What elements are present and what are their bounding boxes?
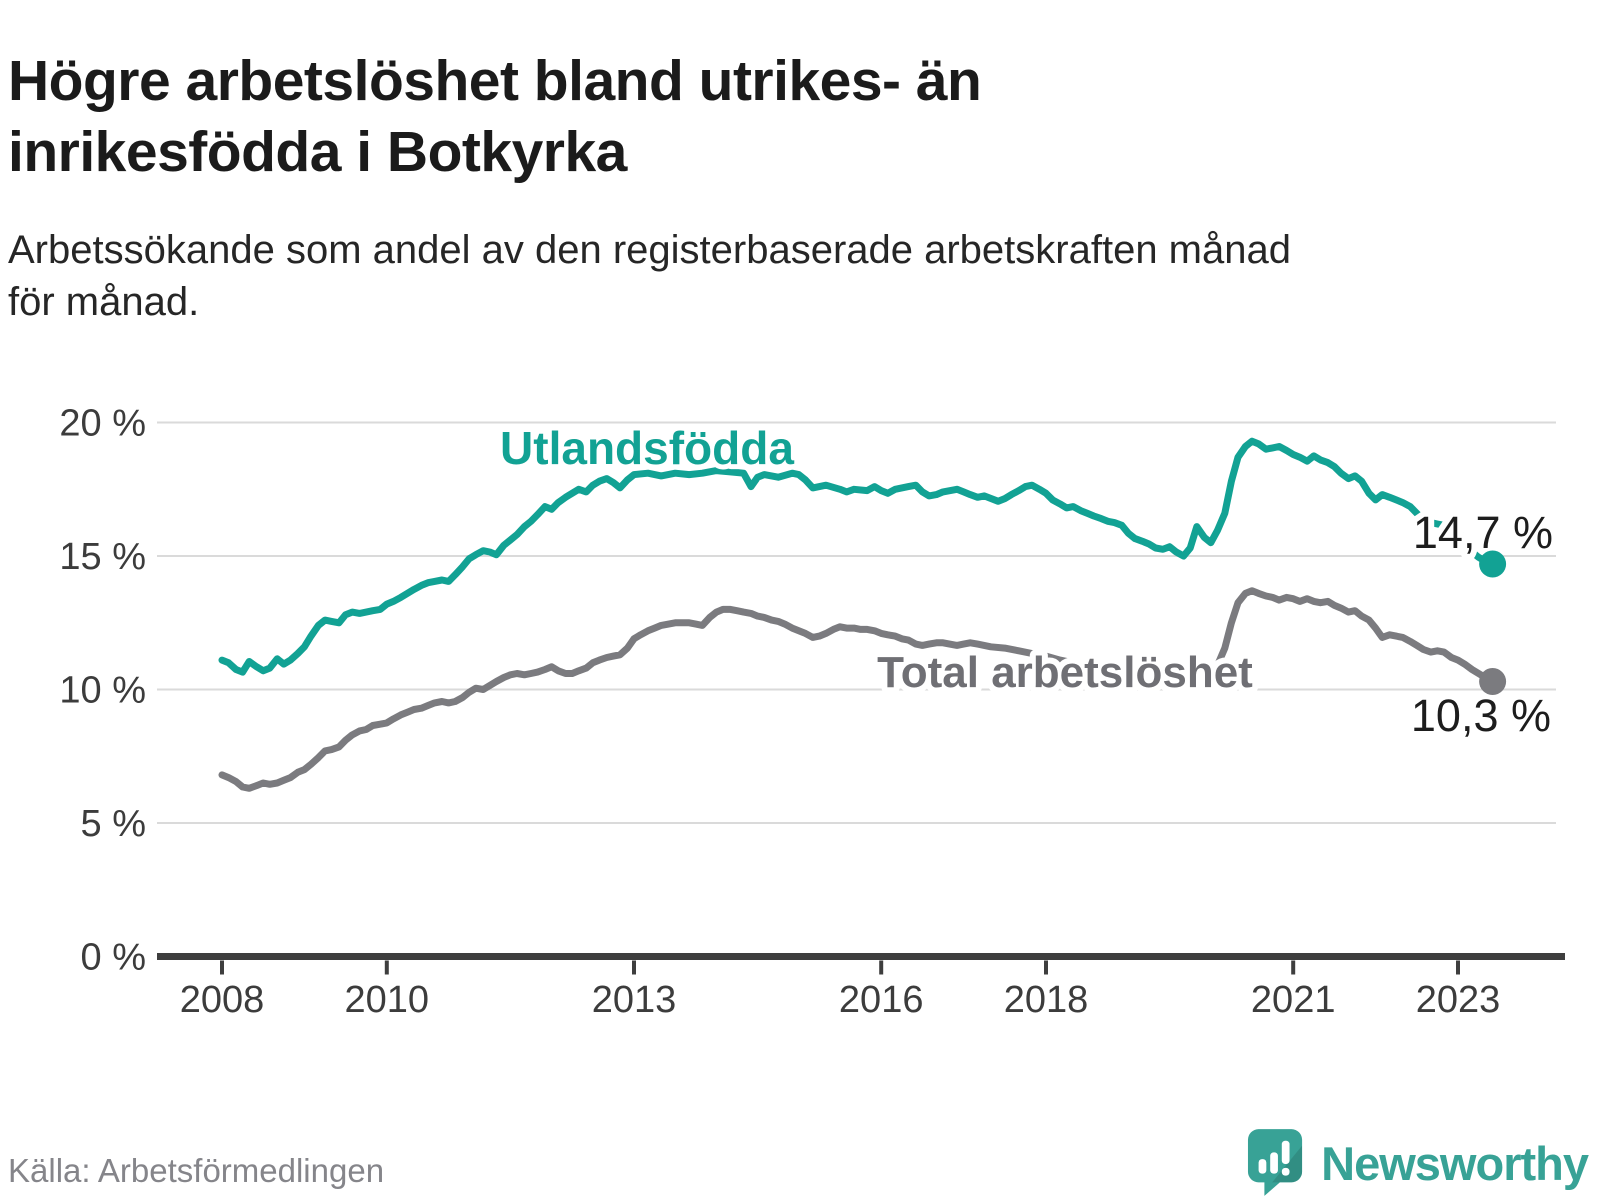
y-tick-label-5: 5 % — [81, 803, 146, 845]
newsworthy-brand: Newsworthy — [1247, 1128, 1589, 1198]
x-tick-label-2013: 2013 — [592, 979, 677, 1021]
end-value-label-utlandsfodda: 14,7 % — [1413, 507, 1553, 558]
series-line-total — [218, 587, 1497, 792]
x-tick-label-2023: 2023 — [1416, 979, 1501, 1021]
page-title: Högre arbetslöshet bland utrikes- än inri… — [8, 46, 1408, 189]
series-line-utlandsfodda — [218, 437, 1497, 676]
y-tick-label-15: 15 % — [59, 536, 146, 578]
y-tick-label-20: 20 % — [59, 403, 146, 445]
y-tick-label-10: 10 % — [59, 670, 146, 712]
end-dot-utlandsfodda — [1479, 550, 1507, 578]
x-tick-label-2010: 2010 — [345, 979, 430, 1021]
subtitle-line-1: Arbetssökande som andel av den registerb… — [8, 228, 1291, 272]
x-tick-label-2008: 2008 — [180, 979, 265, 1021]
title-line-1: Högre arbetslöshet bland utrikes- än — [8, 49, 982, 114]
end-dot-total — [1479, 667, 1507, 695]
x-tick-label-2021: 2021 — [1251, 979, 1336, 1021]
y-tick-label-0: 0 % — [81, 937, 146, 979]
end-value-label-total: 10,3 % — [1411, 690, 1551, 741]
x-tick-label-2018: 2018 — [1004, 979, 1089, 1021]
series-label-utlandsfodda: Utlandsfödda — [500, 422, 794, 474]
newsworthy-logo-text: Newsworthy — [1321, 1136, 1589, 1190]
chart-subtitle: Arbetssökande som andel av den registerb… — [8, 224, 1568, 328]
source-note: Källa: Arbetsförmedlingen — [8, 1152, 385, 1189]
title-line-2: inrikesfödda i Botkyrka — [8, 120, 627, 185]
series-label-total: Total arbetslöshet — [877, 648, 1253, 697]
x-tick-label-2016: 2016 — [839, 979, 924, 1021]
newsworthy-logo-icon — [1248, 1129, 1303, 1196]
subtitle-line-2: för månad. — [8, 280, 200, 324]
